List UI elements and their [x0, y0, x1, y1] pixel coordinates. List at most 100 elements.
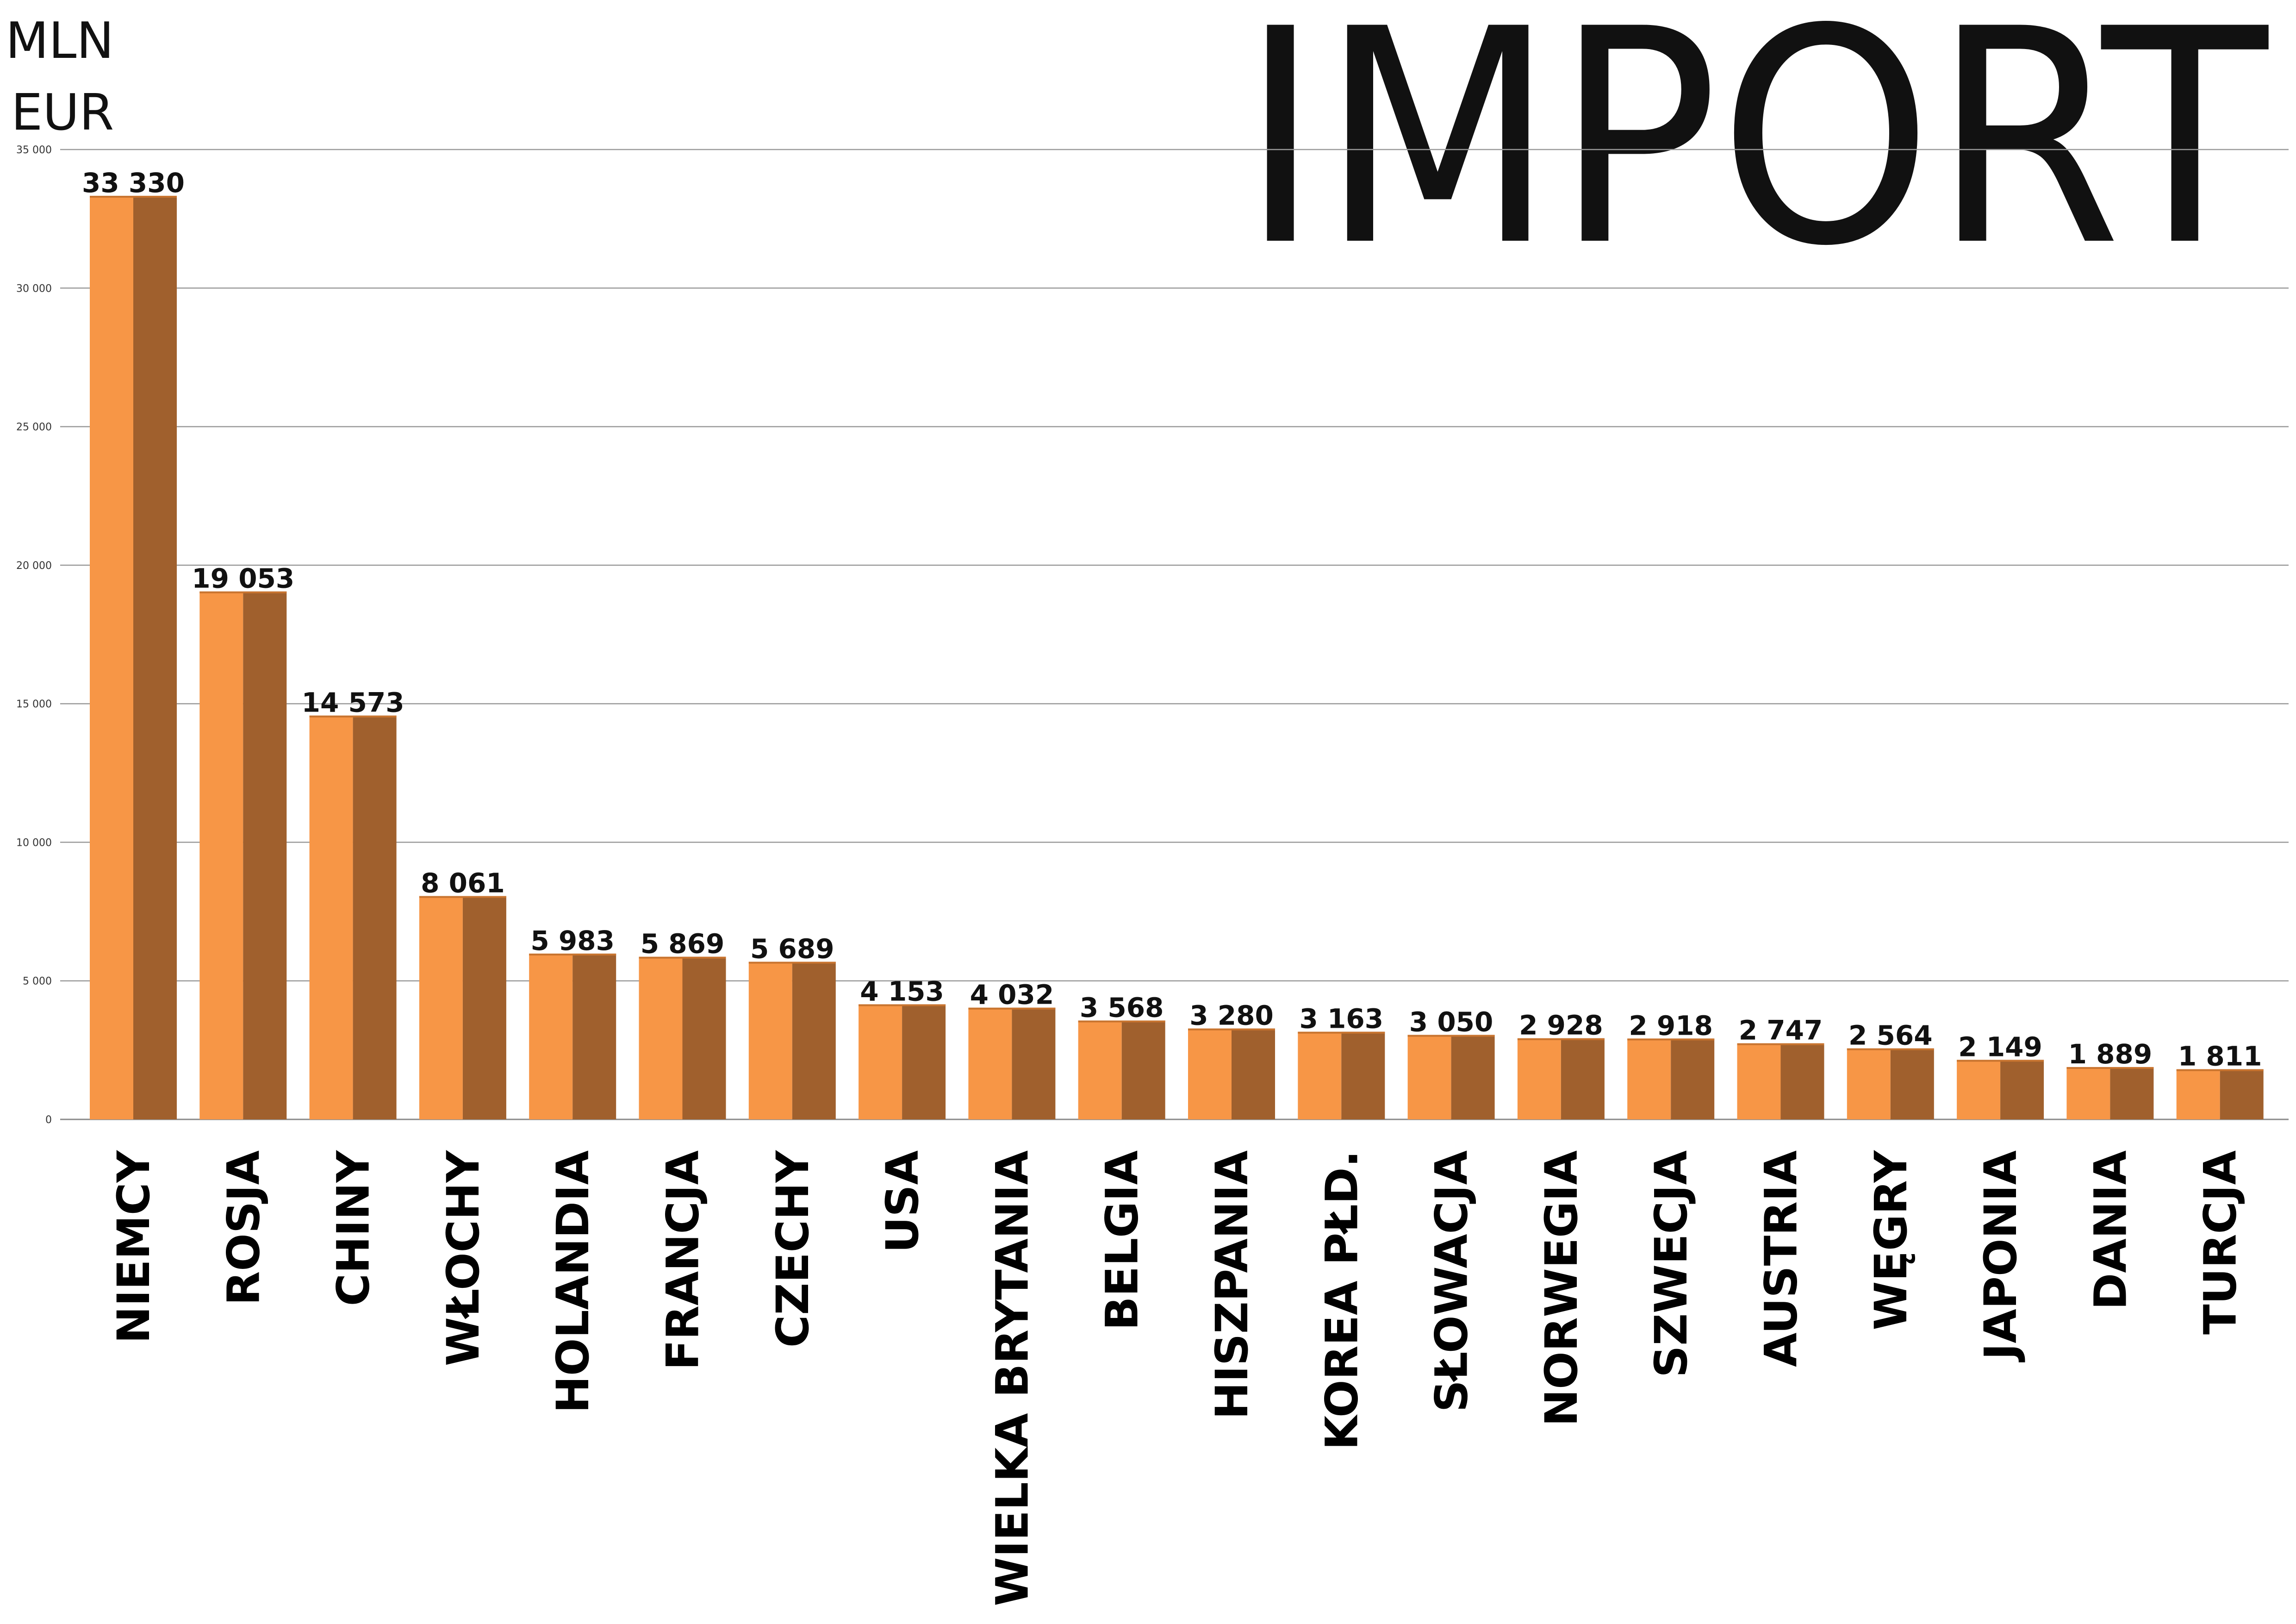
bar-front-face [1737, 1043, 1781, 1119]
y-tick-label: 20 000 [16, 560, 52, 572]
bar-front-face [859, 1004, 902, 1119]
value-label-wielka-brytania: 4 032 [970, 979, 1054, 1011]
bar-front-face [1407, 1035, 1451, 1119]
bar-top-edge [1078, 1020, 1165, 1023]
bar-top-edge [748, 962, 836, 964]
bar-top-edge [1737, 1043, 1824, 1045]
category-label-usa: USA [877, 1150, 928, 1253]
unit-label-mln: MLN [6, 12, 114, 70]
value-label-czechy: 5 689 [750, 933, 834, 964]
bar-side-face [1780, 1043, 1824, 1119]
value-label-japonia: 2 149 [1958, 1031, 2042, 1062]
bar-front-face [1847, 1048, 1891, 1119]
y-tick-label: 35 000 [16, 144, 52, 156]
bar-front-face [529, 953, 573, 1119]
category-label-czechy: CZECHY [767, 1150, 819, 1348]
bar-side-face [243, 591, 287, 1119]
bar-side-face [902, 1004, 946, 1119]
value-label-chiny: 14 573 [302, 687, 404, 718]
bar-front-face [1517, 1038, 1561, 1119]
value-label-belgia: 3 568 [1080, 992, 1164, 1023]
bar-japonia [1957, 1060, 2044, 1119]
bar-side-face [1451, 1035, 1495, 1119]
bar-dania [2066, 1067, 2154, 1119]
y-tick-label: 10 000 [16, 837, 52, 849]
value-label-holandia: 5 983 [530, 925, 615, 956]
value-label-rosja: 19 053 [192, 563, 294, 594]
category-label-wlochy: WŁOCHY [437, 1150, 489, 1367]
category-label-belgia: BELGIA [1096, 1150, 1148, 1330]
bar-norwegia [1517, 1038, 1605, 1119]
bar-side-face [682, 956, 726, 1119]
bars [90, 195, 2264, 1119]
bar-front-face [1078, 1020, 1122, 1119]
category-label-francja: FRANCJA [657, 1150, 709, 1370]
value-label-korea-pld: 3 163 [1299, 1003, 1383, 1035]
bar-front-face [748, 962, 792, 1119]
category-label-rosja: ROSJA [218, 1150, 269, 1305]
value-label-wegry: 2 564 [1848, 1020, 1933, 1051]
category-label-dania: DANIA [2084, 1150, 2136, 1310]
value-labels: 33 330 19 053 14 573 8 061 5 983 5 869 5 689 4 … [82, 167, 2262, 1072]
bar-front-face [419, 896, 463, 1119]
chart-title: IMPORT [1240, 0, 2271, 311]
bar-wegry [1847, 1048, 1934, 1119]
category-label-norwegia: NORWEGIA [1536, 1150, 1587, 1426]
bar-korea-pld [1298, 1031, 1385, 1119]
y-axis-ticks: 0 5 000 10 000 15 000 20 000 25 000 30 000 35 0… [16, 144, 52, 1126]
category-label-wegry: WĘGRY [1865, 1150, 1917, 1330]
bar-top-edge [1847, 1048, 1934, 1050]
value-label-wlochy: 8 061 [421, 867, 505, 899]
category-labels: NIEMCY ROSJA CHINY WŁOCHY HOLANDIA FRANCJA CZE… [108, 1150, 2246, 1606]
bar-wielka-brytania [968, 1007, 1056, 1119]
y-tick-label: 25 000 [16, 422, 52, 433]
unit-label-eur: EUR [11, 84, 114, 142]
bar-front-face [2176, 1069, 2220, 1119]
bar-top-edge [1957, 1060, 2044, 1062]
bar-top-edge [968, 1007, 1056, 1010]
bar-side-face [353, 715, 397, 1119]
bar-side-face [1561, 1038, 1605, 1119]
bar-front-face [2066, 1067, 2110, 1119]
bar-top-edge [859, 1004, 946, 1006]
bar-top-edge [2176, 1069, 2264, 1071]
value-label-norwegia: 2 928 [1519, 1010, 1603, 1041]
bar-side-face [1890, 1048, 1934, 1119]
bar-rosja [199, 591, 287, 1119]
bar-top-edge [199, 591, 287, 593]
bar-chiny [309, 715, 397, 1119]
bar-front-face [90, 195, 133, 1119]
bar-szwecja [1627, 1038, 1715, 1119]
bar-side-face [572, 953, 616, 1119]
bar-front-face [199, 591, 243, 1119]
bar-side-face [1121, 1020, 1165, 1119]
bar-wlochy [419, 896, 506, 1119]
value-label-szwecja: 2 918 [1629, 1010, 1713, 1041]
category-label-austria: AUSTRIA [1755, 1150, 1807, 1367]
bar-front-face [968, 1007, 1012, 1119]
bar-top-edge [1627, 1038, 1715, 1041]
bar-top-edge [309, 715, 397, 718]
bar-belgia [1078, 1020, 1165, 1119]
category-label-chiny: CHINY [328, 1150, 380, 1306]
bar-side-face [1012, 1007, 1056, 1119]
bar-side-face [462, 896, 506, 1119]
bar-usa [859, 1004, 946, 1119]
bar-front-face [1627, 1038, 1671, 1119]
y-tick-label: 0 [45, 1114, 52, 1126]
y-tick-label: 5 000 [23, 976, 52, 987]
bar-austria [1737, 1043, 1824, 1119]
value-label-usa: 4 153 [860, 975, 944, 1007]
bar-turcja [2176, 1069, 2264, 1119]
category-label-japonia: JAPONIA [1975, 1150, 2027, 1362]
bar-front-face [309, 715, 353, 1119]
bar-side-face [1671, 1038, 1715, 1119]
bar-side-face [1232, 1028, 1275, 1119]
bar-front-face [639, 956, 683, 1119]
bar-top-edge [1407, 1035, 1495, 1037]
bar-holandia [529, 953, 616, 1119]
bar-side-face [133, 195, 177, 1119]
bar-top-edge [90, 195, 177, 198]
bar-side-face [2110, 1067, 2154, 1119]
